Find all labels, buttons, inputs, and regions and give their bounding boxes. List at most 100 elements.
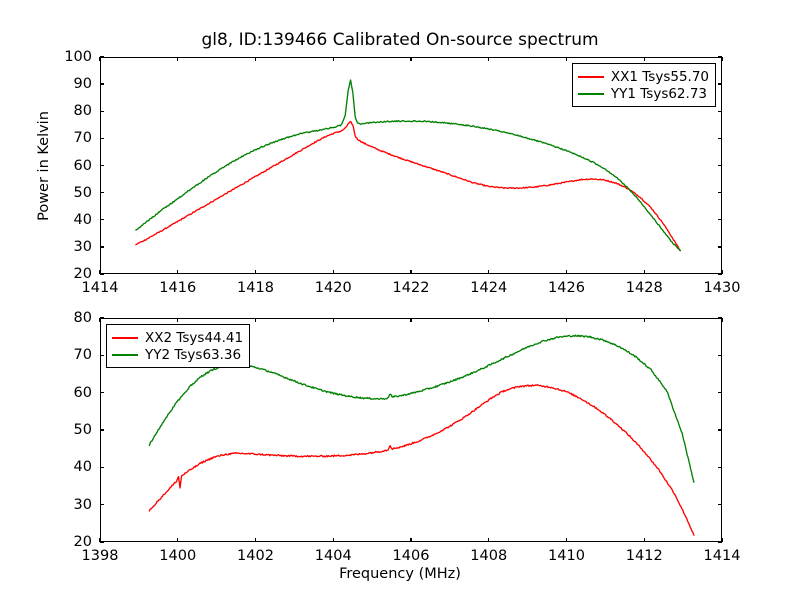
y-tick-top-1 [100,246,104,248]
y-tick-right-bottom-4 [718,392,722,394]
y-tick-top-2 [100,219,104,221]
x-tick-top-8 [721,270,723,274]
legend-line-swatch-icon [577,75,604,78]
x-tick-top-top-1 [177,57,179,61]
x-tick-bottom-2 [254,538,257,542]
y-tick-label-top-2: 40 [73,211,92,228]
y-tick-label-top-6: 80 [73,103,92,120]
y-tick-label-bottom-6: 80 [73,310,92,326]
x-tick-label-top-5: 1424 [470,280,508,296]
top-spectrum-plot-area [135,79,681,252]
x-tick-top-6 [565,270,568,274]
y-tick-label-top-7: 90 [73,76,92,93]
x-tick-bottom-7 [643,538,645,542]
y-tick-top-0 [100,273,104,275]
spectrum-trace-yy1 [135,79,681,252]
y-tick-right-bottom-1 [718,504,722,506]
legend-label: XX1 Tsys55.70 [610,68,709,85]
y-tick-label-bottom-0: 20 [73,534,92,550]
x-tick-label-bottom-0: 1398 [81,548,119,564]
x-tick-label-bottom-5: 1408 [470,548,508,564]
x-tick-top-1 [177,270,179,274]
y-tick-right-top-1 [718,246,722,248]
y-tick-bottom-4 [100,392,104,394]
y-tick-right-bottom-6 [718,317,722,319]
y-tick-label-top-1: 30 [73,238,92,255]
x-tick-top-top-8 [721,57,723,61]
y-tick-right-top-6 [718,110,722,112]
x-tick-top-7 [643,270,645,274]
legend-entry-bottom-0: XX2 Tsys44.41 [112,329,243,346]
x-tick-top-top-4 [410,57,412,61]
x-tick-label-top-4: 1422 [392,280,430,296]
x-tick-top-bottom-3 [332,318,334,322]
y-tick-top-3 [100,191,104,194]
y-tick-label-bottom-2: 40 [73,459,92,476]
x-tick-bottom-8 [721,538,723,542]
y-tick-right-top-5 [718,137,722,140]
y-tick-right-top-3 [718,191,722,194]
x-tick-top-bottom-0 [99,318,101,322]
legend-entry-bottom-1: YY2 Tsys63.36 [112,346,243,363]
y-tick-label-bottom-1: 30 [73,496,92,513]
y-tick-bottom-2 [100,466,104,468]
x-tick-label-top-2: 1418 [237,280,274,296]
x-tick-top-bottom-1 [177,318,179,322]
x-tick-label-bottom-6: 1410 [548,548,585,564]
y-tick-top-7 [100,83,104,85]
x-tick-label-top-0: 1414 [81,280,119,296]
y-tick-label-top-5: 70 [73,130,92,147]
legend-entry-top-0: XX1 Tsys55.70 [577,68,709,85]
x-tick-top-top-5 [488,57,490,61]
x-tick-top-bottom-6 [565,318,568,322]
legend-entry-top-1: YY1 Tsys62.73 [577,85,709,102]
x-tick-bottom-4 [410,538,412,542]
legend-line-swatch-icon [112,353,138,356]
y-tick-label-bottom-4: 60 [73,384,92,401]
x-tick-top-top-2 [254,57,257,61]
x-tick-label-top-6: 1426 [548,280,585,296]
x-tick-top-4 [410,270,412,274]
y-tick-right-bottom-5 [718,354,722,356]
x-tick-bottom-0 [99,538,101,542]
y-tick-bottom-1 [100,504,104,506]
x-tick-label-bottom-1: 1400 [159,548,197,564]
legend-label: XX2 Tsys44.41 [145,329,244,346]
x-tick-label-bottom-7: 1412 [625,548,663,564]
x-tick-label-bottom-8: 1414 [703,548,741,564]
x-tick-top-3 [332,270,334,274]
y-tick-top-5 [100,137,104,140]
x-tick-bottom-5 [488,538,490,542]
spectrum-trace-xx1 [135,120,681,252]
y-tick-right-top-2 [718,219,722,221]
y-tick-bottom-3 [100,429,104,431]
x-tick-label-top-7: 1428 [625,280,663,296]
y-tick-label-top-8: 100 [64,49,92,65]
x-tick-top-top-7 [643,57,645,61]
y-tick-top-8 [100,56,104,58]
x-tick-top-5 [488,270,490,274]
x-tick-label-top-8: 1430 [703,280,741,296]
x-tick-label-bottom-2: 1402 [237,548,274,564]
y-tick-bottom-0 [100,541,104,543]
legend-label: YY1 Tsys62.73 [610,85,707,102]
y-tick-right-bottom-2 [718,466,722,468]
x-axis-label: Frequency (MHz) [339,566,461,582]
x-tick-top-bottom-4 [410,318,412,322]
legend-line-swatch-icon [577,92,604,95]
x-tick-top-bottom-7 [643,318,645,322]
figure-title: gl8, ID:139466 Calibrated On-source spec… [201,30,599,50]
x-tick-bottom-3 [332,538,334,542]
x-tick-label-top-1: 1416 [159,280,197,296]
x-tick-top-bottom-8 [721,318,723,322]
x-tick-top-2 [254,270,257,274]
y-tick-label-top-4: 60 [73,157,92,174]
y-tick-right-top-7 [718,83,722,85]
y-tick-right-top-0 [718,273,722,275]
x-tick-top-top-6 [565,57,568,61]
x-tick-top-bottom-5 [488,318,490,322]
y-tick-top-6 [100,110,104,112]
y-tick-bottom-6 [100,317,104,319]
x-tick-top-top-0 [99,57,101,61]
